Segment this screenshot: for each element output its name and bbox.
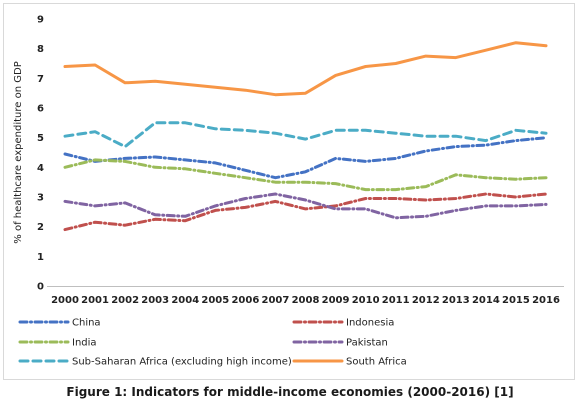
y-tick-label: 5 xyxy=(37,133,44,144)
series-line-pakistan xyxy=(63,192,548,220)
y-tick-label: 2 xyxy=(37,222,44,233)
y-tick-label: 6 xyxy=(37,104,44,115)
series-line-sub-saharan-africa-excluding-high-income xyxy=(63,121,548,149)
figure-caption: Figure 1: Indicators for middle-income e… xyxy=(66,385,514,399)
x-tick-label: 2009 xyxy=(322,295,350,306)
x-tick-label: 2014 xyxy=(472,295,500,306)
y-tick-label: 0 xyxy=(37,282,44,293)
x-tick-label: 2013 xyxy=(442,295,470,306)
x-tick-label: 2015 xyxy=(502,295,530,306)
legend-label: Pakistan xyxy=(346,338,388,349)
x-tick-label: 2011 xyxy=(382,295,410,306)
series-lines xyxy=(63,41,548,232)
x-tick-label: 2008 xyxy=(292,295,320,306)
x-tick-label: 2000 xyxy=(51,295,79,306)
x-tick-label: 2012 xyxy=(412,295,440,306)
series-line-india xyxy=(63,158,548,192)
x-tick-label: 2007 xyxy=(262,295,290,306)
y-tick-label: 7 xyxy=(37,74,44,85)
x-tick-label: 2003 xyxy=(141,295,169,306)
legend-label: China xyxy=(72,318,101,329)
legend-label: South Africa xyxy=(346,357,407,368)
series-line-south-africa xyxy=(63,41,548,97)
y-tick-label: 3 xyxy=(37,193,44,204)
y-tick-label: 1 xyxy=(37,252,44,263)
legend: China Indonesia India Pakistan Sub-Saharan A… xyxy=(18,318,407,368)
x-tick-label: 2010 xyxy=(352,295,380,306)
y-tick-label: 9 xyxy=(37,15,44,26)
legend-label: India xyxy=(72,338,97,349)
series-line-china xyxy=(63,136,548,180)
x-tick-label: 2004 xyxy=(171,295,199,306)
line-chart: % of healthcare expenditure on GDP 0 1 2 3 4 5… xyxy=(13,15,564,368)
x-tick-label: 2005 xyxy=(201,295,229,306)
legend-label: Sub-Saharan Africa (excluding high incom… xyxy=(72,357,292,368)
x-tick-label: 2001 xyxy=(81,295,109,306)
y-axis-label: % of healthcare expenditure on GDP xyxy=(13,61,24,243)
x-tick-label: 2016 xyxy=(532,295,560,306)
y-tick-label: 4 xyxy=(37,163,44,174)
chart-frame: % of healthcare expenditure on GDP 0 1 2 3 4 5… xyxy=(3,3,575,380)
x-tick-label: 2006 xyxy=(231,295,259,306)
x-tick-label: 2002 xyxy=(111,295,139,306)
legend-label: Indonesia xyxy=(346,318,394,329)
series-line-indonesia xyxy=(63,192,548,232)
axes: % of healthcare expenditure on GDP 0 1 2 3 4 5… xyxy=(13,15,564,306)
y-tick-label: 8 xyxy=(37,44,44,55)
